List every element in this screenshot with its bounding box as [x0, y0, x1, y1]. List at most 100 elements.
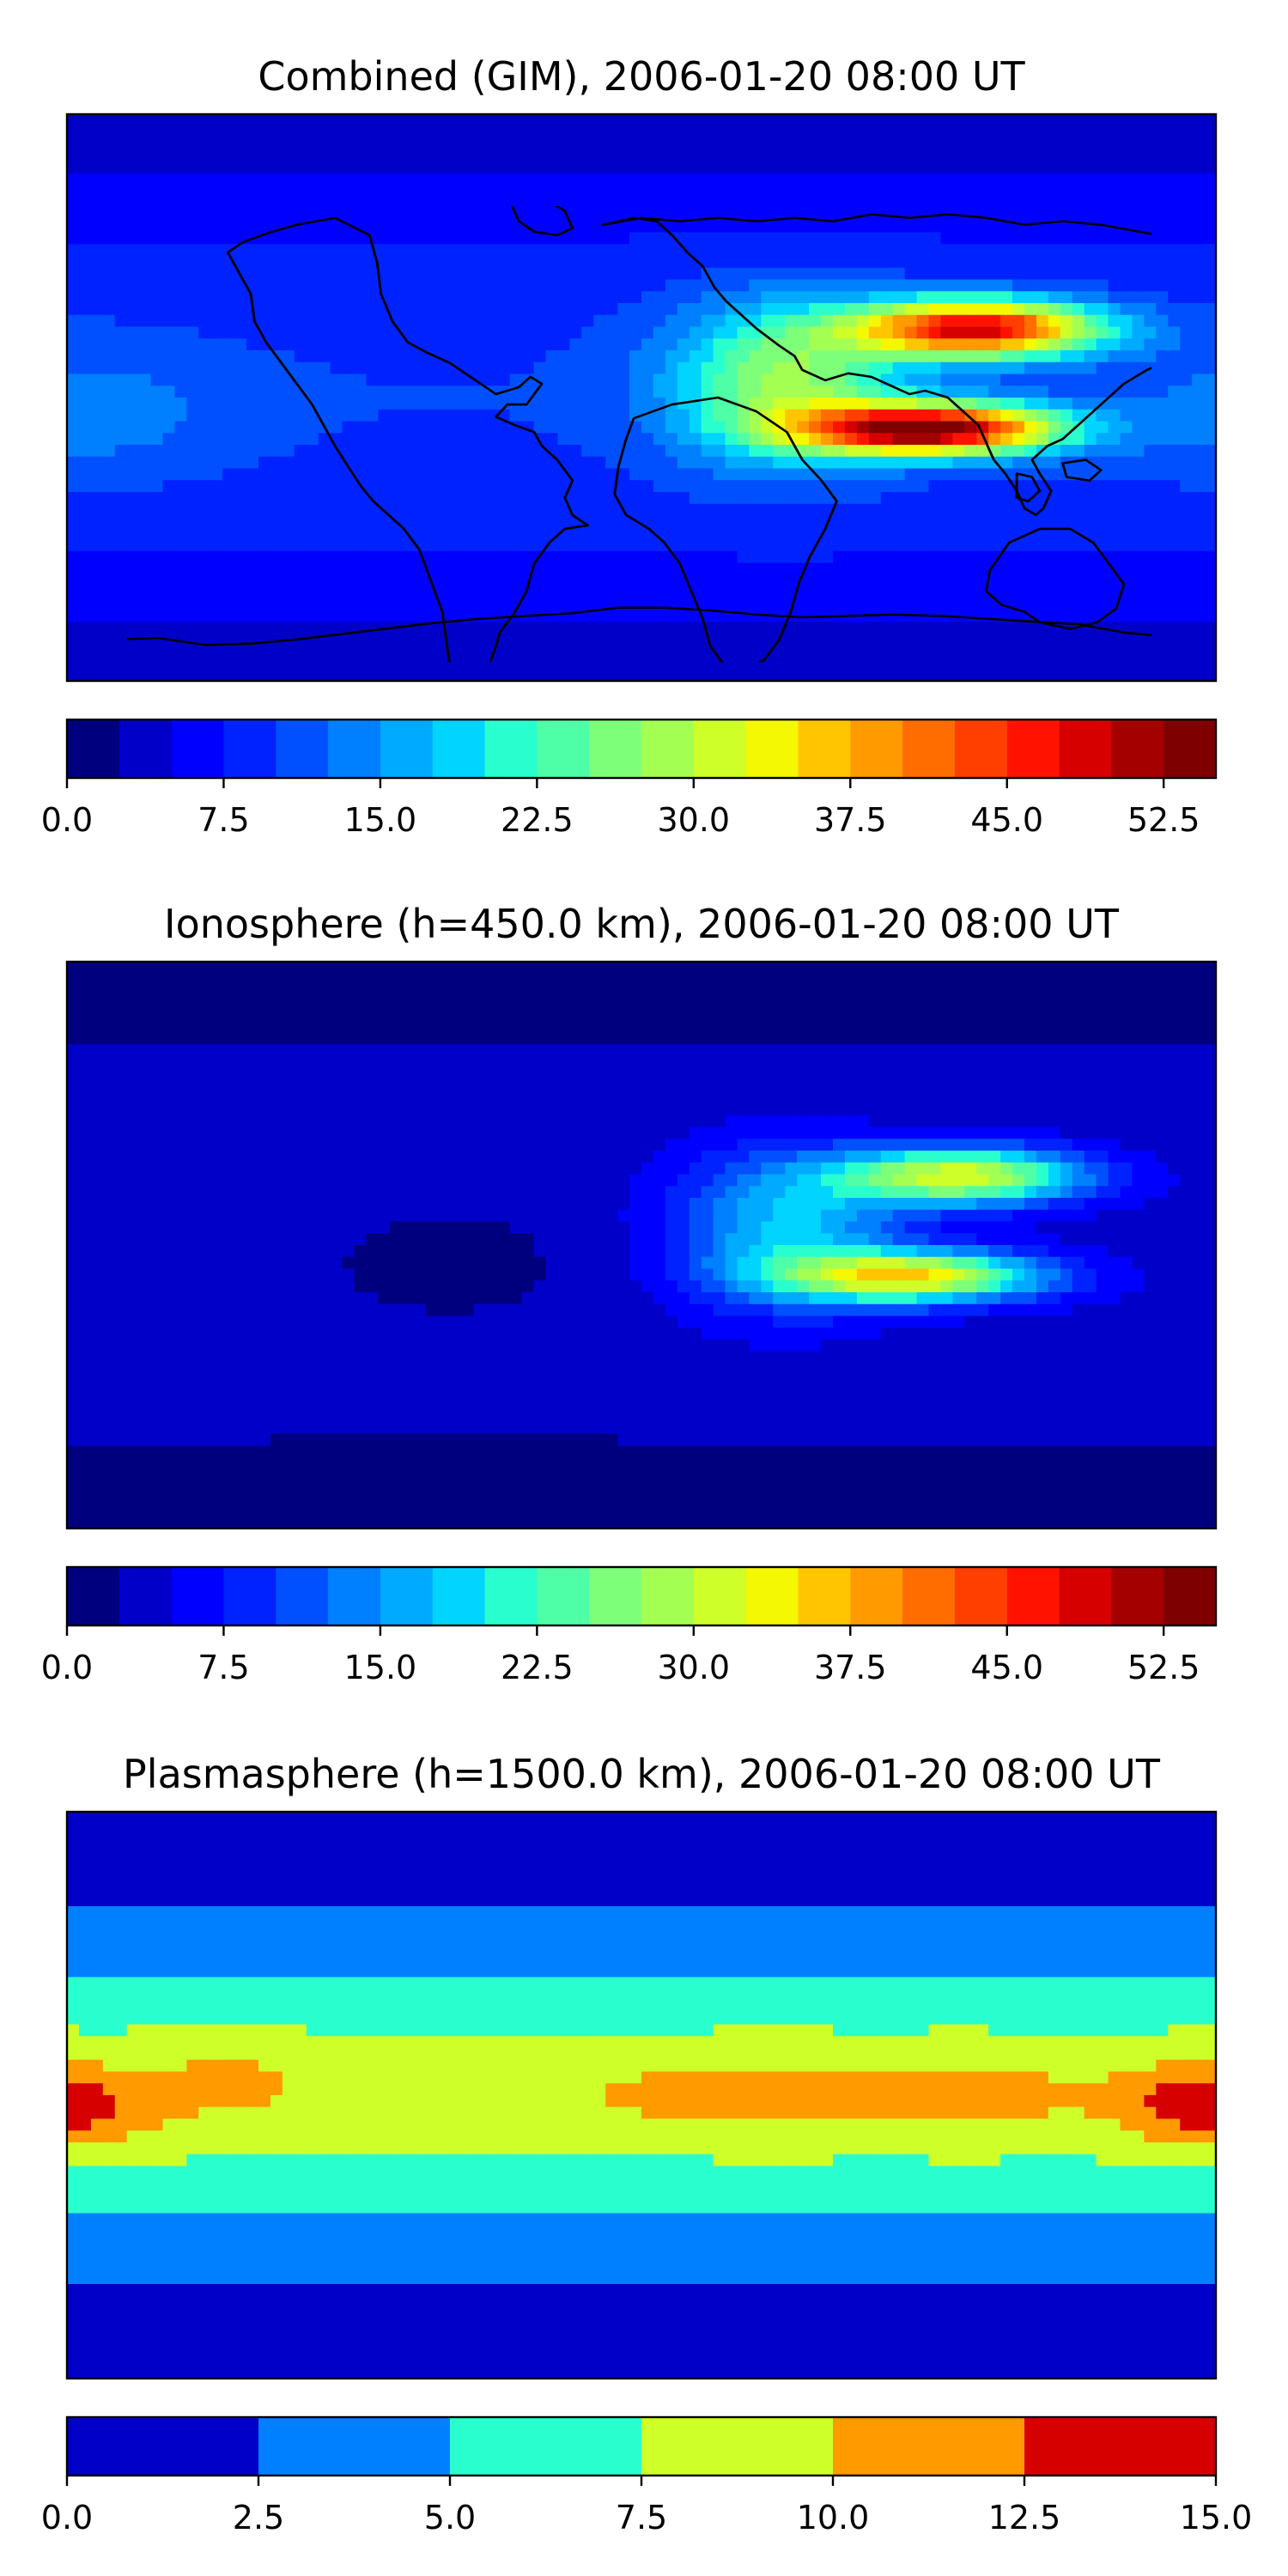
field-cell [940, 125, 953, 139]
field-cell [1060, 480, 1073, 493]
field-cell [1084, 326, 1097, 339]
field-cell [916, 361, 930, 375]
field-cell [1036, 209, 1049, 222]
field-cell [390, 433, 403, 446]
field-cell [809, 386, 822, 398]
field-cell [713, 468, 726, 481]
field-cell [952, 303, 965, 316]
field-cell [713, 480, 726, 493]
field-cell [1024, 232, 1037, 245]
field-cell [545, 185, 559, 197]
field-cell [761, 657, 774, 670]
field-cell [306, 973, 319, 987]
field-cell [785, 962, 798, 975]
field-cell [833, 232, 846, 245]
field-cell [1156, 973, 1169, 987]
field-cell [306, 125, 319, 139]
field-cell [497, 586, 511, 599]
field-cell [521, 137, 535, 150]
field-cell [1156, 291, 1169, 304]
field-cell [629, 622, 642, 635]
field-cell [1000, 209, 1013, 222]
field-cell [318, 232, 331, 245]
field-cell [126, 445, 140, 458]
field-cell [653, 161, 666, 174]
field-cell [270, 361, 283, 375]
field-cell [1180, 456, 1193, 470]
field-cell [521, 338, 535, 351]
field-cell [833, 398, 846, 410]
field-cell [450, 527, 463, 540]
field-cell [102, 326, 116, 339]
field-cell [198, 433, 211, 446]
field-cell [330, 503, 343, 517]
field-cell [964, 550, 977, 564]
field-cell [928, 137, 942, 150]
field-cell [318, 598, 331, 611]
field-cell [1168, 256, 1181, 269]
field-cell [67, 433, 80, 446]
field-cell [1000, 291, 1013, 304]
field-cell [126, 256, 140, 269]
field-cell [390, 598, 403, 611]
field-cell [1048, 962, 1061, 975]
field-cell [162, 291, 176, 304]
field-cell [904, 209, 918, 222]
field-cell [473, 586, 487, 599]
field-cell [366, 539, 379, 552]
field-cell [916, 220, 930, 234]
field-cell [497, 338, 511, 351]
field-cell [67, 480, 80, 493]
field-cell [294, 503, 307, 517]
field-cell [797, 137, 810, 150]
field-cell [868, 645, 882, 659]
field-cell [150, 456, 164, 470]
field-cell [270, 550, 283, 564]
field-cell [67, 279, 80, 292]
field-cell [689, 669, 702, 681]
field-cell [713, 244, 726, 257]
field-cell [318, 645, 331, 659]
field-cell [545, 598, 559, 611]
field-cell [402, 291, 415, 304]
field-cell [856, 468, 870, 481]
field-cell [1036, 657, 1049, 670]
field-cell [102, 125, 116, 139]
field-cell [1096, 256, 1109, 269]
field-cell [318, 409, 331, 422]
field-cell [1180, 267, 1193, 281]
field-cell [342, 374, 355, 386]
field-cell [90, 197, 104, 210]
field-cell [461, 279, 475, 292]
field-cell [665, 669, 678, 681]
field-cell [222, 173, 235, 186]
field-cell [1168, 433, 1181, 446]
field-cell [1192, 361, 1205, 375]
field-cell [162, 480, 176, 493]
field-cell [366, 374, 379, 386]
field-cell [868, 586, 882, 599]
field-cell [1036, 527, 1049, 540]
field-cell [797, 125, 810, 139]
field-cell [605, 185, 618, 197]
field-cell [258, 149, 271, 162]
field-cell [569, 985, 582, 998]
field-cell [809, 985, 822, 998]
field-cell [581, 973, 594, 987]
field-cell [605, 244, 618, 257]
field-cell [809, 586, 822, 599]
field-cell [90, 997, 104, 1010]
field-cell [318, 161, 331, 174]
field-cell [629, 361, 642, 375]
field-cell [485, 550, 499, 564]
field-cell [390, 232, 403, 245]
field-cell [473, 445, 487, 458]
field-cell [653, 303, 666, 316]
field-cell [210, 338, 223, 351]
field-cell [1084, 973, 1097, 987]
field-cell [1192, 137, 1205, 150]
field-cell [749, 350, 762, 363]
field-cell [1000, 232, 1013, 245]
field-cell [725, 291, 738, 304]
field-cell [378, 185, 391, 197]
